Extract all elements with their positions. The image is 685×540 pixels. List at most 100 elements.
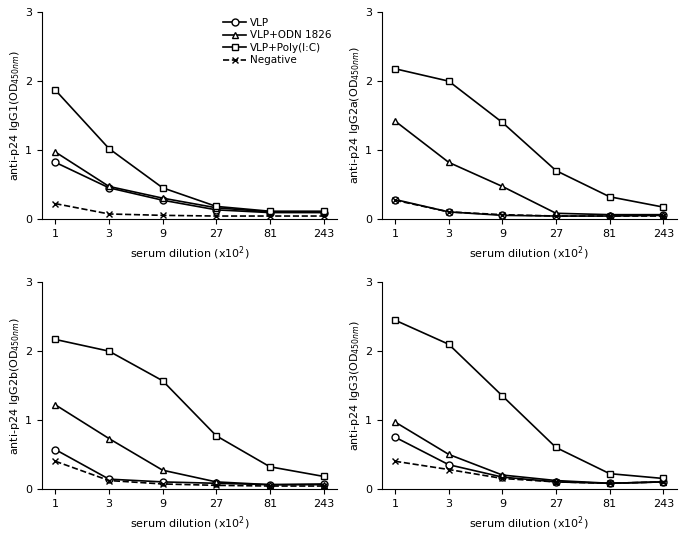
- Line: VLP+ODN 1826: VLP+ODN 1826: [52, 148, 327, 215]
- VLP: [445, 462, 453, 468]
- VLP+ODN 1826: [445, 451, 453, 457]
- VLP+Poly(I:C): [158, 377, 166, 384]
- Y-axis label: anti-p24 IgG2a(OD$_{450nm}$): anti-p24 IgG2a(OD$_{450nm}$): [348, 46, 362, 185]
- VLP: [105, 476, 113, 482]
- VLP: [212, 207, 221, 213]
- Line: VLP+Poly(I:C): VLP+Poly(I:C): [392, 317, 667, 482]
- Line: VLP+ODN 1826: VLP+ODN 1826: [392, 118, 667, 218]
- Negative: [105, 477, 113, 484]
- VLP+Poly(I:C): [498, 393, 506, 399]
- VLP+Poly(I:C): [51, 336, 60, 343]
- VLP+ODN 1826: [659, 212, 667, 218]
- Negative: [498, 212, 506, 218]
- VLP+ODN 1826: [606, 480, 614, 487]
- VLP+Poly(I:C): [445, 78, 453, 84]
- Line: VLP: VLP: [52, 159, 327, 216]
- VLP+ODN 1826: [552, 477, 560, 484]
- VLP+ODN 1826: [51, 402, 60, 408]
- VLP+ODN 1826: [158, 195, 166, 201]
- VLP+Poly(I:C): [606, 470, 614, 477]
- Y-axis label: anti-p24 IgG3(OD$_{450nm}$): anti-p24 IgG3(OD$_{450nm}$): [348, 320, 362, 451]
- VLP+Poly(I:C): [158, 185, 166, 191]
- VLP+Poly(I:C): [319, 473, 327, 480]
- Y-axis label: anti-p24 IgG2b(OD$_{450nm}$): anti-p24 IgG2b(OD$_{450nm}$): [8, 316, 23, 455]
- VLP+ODN 1826: [212, 478, 221, 485]
- Negative: [606, 480, 614, 487]
- Negative: [659, 213, 667, 219]
- Line: VLP+ODN 1826: VLP+ODN 1826: [392, 418, 667, 487]
- Negative: [105, 211, 113, 217]
- VLP+ODN 1826: [659, 478, 667, 485]
- Line: VLP+Poly(I:C): VLP+Poly(I:C): [52, 86, 327, 215]
- VLP: [51, 447, 60, 453]
- Negative: [266, 213, 274, 219]
- Negative: [445, 208, 453, 215]
- VLP+ODN 1826: [105, 183, 113, 190]
- VLP+ODN 1826: [51, 149, 60, 156]
- VLP: [158, 197, 166, 204]
- VLP: [498, 212, 506, 219]
- VLP+ODN 1826: [158, 467, 166, 474]
- VLP+ODN 1826: [606, 212, 614, 218]
- VLP: [319, 481, 327, 487]
- Negative: [552, 478, 560, 485]
- VLP: [51, 159, 60, 166]
- VLP+Poly(I:C): [498, 119, 506, 126]
- Negative: [606, 213, 614, 219]
- Negative: [391, 197, 399, 204]
- VLP+ODN 1826: [445, 159, 453, 166]
- VLP+Poly(I:C): [105, 348, 113, 354]
- Legend: VLP, VLP+ODN 1826, VLP+Poly(I:C), Negative: VLP, VLP+ODN 1826, VLP+Poly(I:C), Negati…: [223, 17, 332, 65]
- VLP+Poly(I:C): [391, 317, 399, 323]
- Negative: [212, 213, 221, 219]
- VLP: [552, 213, 560, 219]
- VLP+Poly(I:C): [606, 193, 614, 200]
- Negative: [552, 213, 560, 219]
- VLP: [266, 482, 274, 488]
- VLP: [659, 212, 667, 219]
- VLP: [319, 210, 327, 216]
- VLP: [266, 210, 274, 216]
- VLP+ODN 1826: [552, 210, 560, 217]
- VLP+Poly(I:C): [659, 204, 667, 210]
- VLP+ODN 1826: [391, 419, 399, 426]
- Line: Negative: Negative: [52, 200, 327, 219]
- Negative: [498, 475, 506, 482]
- Line: Negative: Negative: [52, 458, 327, 489]
- Line: VLP+ODN 1826: VLP+ODN 1826: [52, 401, 327, 488]
- VLP: [158, 478, 166, 485]
- VLP+Poly(I:C): [319, 208, 327, 214]
- Negative: [319, 213, 327, 219]
- VLP+ODN 1826: [105, 435, 113, 442]
- Negative: [158, 212, 166, 219]
- VLP: [606, 213, 614, 219]
- VLP+Poly(I:C): [552, 444, 560, 451]
- Line: VLP+Poly(I:C): VLP+Poly(I:C): [52, 336, 327, 480]
- Line: Negative: Negative: [392, 458, 667, 487]
- VLP+Poly(I:C): [212, 433, 221, 439]
- VLP+ODN 1826: [212, 205, 221, 211]
- VLP+ODN 1826: [498, 183, 506, 190]
- Negative: [212, 482, 221, 489]
- VLP+Poly(I:C): [659, 475, 667, 482]
- VLP+Poly(I:C): [212, 203, 221, 210]
- VLP+ODN 1826: [266, 208, 274, 215]
- VLP+Poly(I:C): [391, 65, 399, 72]
- Line: VLP: VLP: [52, 446, 327, 488]
- VLP+Poly(I:C): [266, 208, 274, 214]
- Negative: [659, 478, 667, 485]
- VLP+Poly(I:C): [105, 145, 113, 152]
- VLP: [391, 434, 399, 441]
- X-axis label: serum dilution (x10$^2$): serum dilution (x10$^2$): [469, 514, 589, 532]
- Negative: [51, 458, 60, 464]
- VLP+ODN 1826: [498, 472, 506, 478]
- VLP: [391, 196, 399, 202]
- Negative: [445, 466, 453, 472]
- VLP: [105, 185, 113, 191]
- VLP+ODN 1826: [391, 118, 399, 124]
- Line: VLP: VLP: [392, 434, 667, 487]
- Negative: [266, 483, 274, 489]
- VLP+Poly(I:C): [552, 167, 560, 174]
- VLP+ODN 1826: [266, 482, 274, 488]
- VLP+Poly(I:C): [445, 341, 453, 348]
